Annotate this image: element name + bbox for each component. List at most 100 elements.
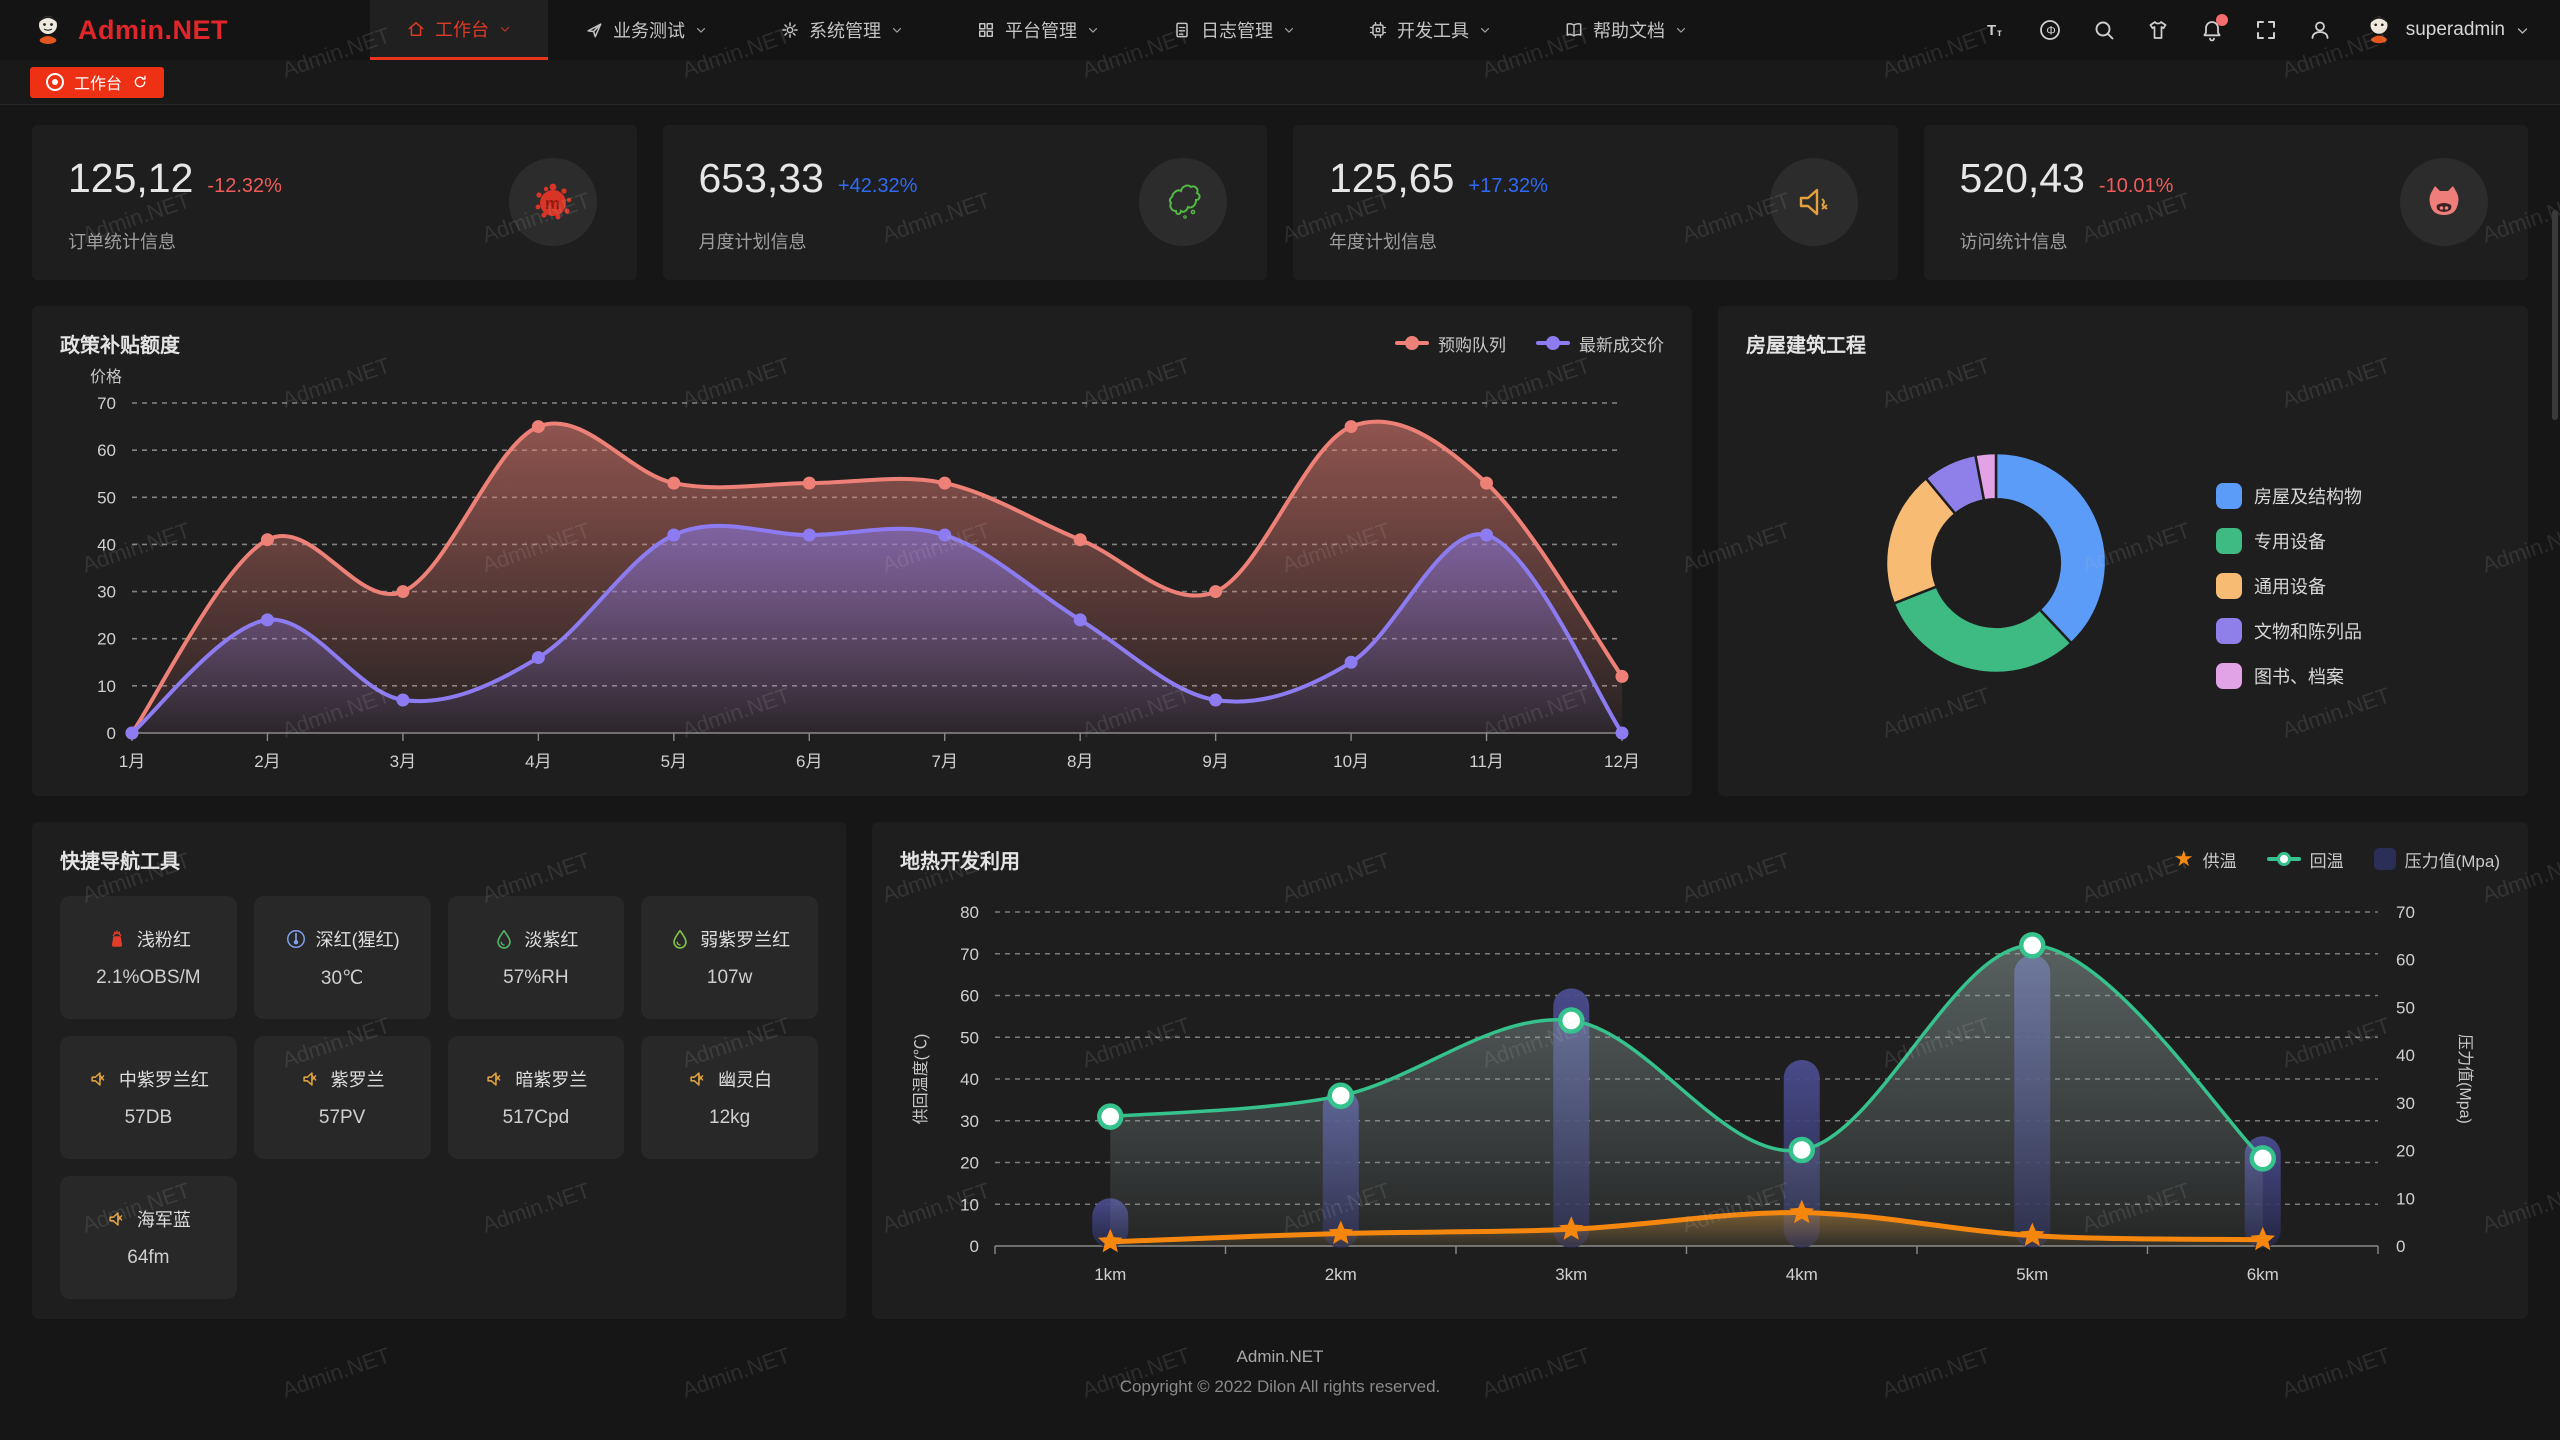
quick-nav-card-9[interactable]: 海军蓝 64fm <box>60 1176 237 1299</box>
legend-label: 回温 <box>2309 851 2344 871</box>
svg-text:0: 0 <box>2396 1237 2405 1256</box>
quick-nav-value: 12kg <box>709 1107 751 1128</box>
quick-nav-value: 30℃ <box>320 967 364 989</box>
legend-item-供温[interactable]: ★ 供温 <box>2174 847 2237 872</box>
svg-text:5km: 5km <box>2016 1265 2048 1284</box>
locale-icon[interactable]: Φ <box>2038 18 2062 42</box>
panel-title-building: 房屋建筑工程 <box>1746 334 1866 357</box>
stat-card-4: 520,43 -10.01% 访问统计信息 <box>1923 125 2528 280</box>
stat-card-2: 653,33 +42.32% 月度计划信息 <box>662 125 1267 280</box>
pie-slice-房屋及结构物[interactable] <box>1994 451 2108 645</box>
pie-slice-专用设备[interactable] <box>1892 584 2074 675</box>
china-map-icon <box>1139 158 1227 246</box>
stat-value: 520,43 -10.01% <box>1960 155 2493 202</box>
svg-text:3月: 3月 <box>390 752 416 771</box>
chevron-down-icon <box>500 26 510 32</box>
mascot-logo-icon <box>39 16 57 44</box>
notification-badge <box>2215 14 2228 26</box>
scrollbar-thumb[interactable] <box>2552 210 2558 420</box>
legend-label: 最新成交价 <box>1579 335 1664 355</box>
quick-nav-card-8[interactable]: 幽灵白 12kg <box>641 1036 818 1159</box>
legend-item-文物和陈列品[interactable]: 文物和陈列品 <box>2216 618 2362 644</box>
svg-text:4月: 4月 <box>525 752 551 771</box>
stat-value: 653,33 +42.32% <box>699 155 1232 202</box>
chevron-down-icon <box>2517 27 2528 34</box>
chevron-down-icon <box>696 27 706 33</box>
quick-nav-card-3[interactable]: 淡紫红 57%RH <box>447 896 625 1019</box>
legend-item-通用设备[interactable]: 通用设备 <box>2216 573 2326 599</box>
tab-1[interactable]: 工作台 <box>30 66 165 98</box>
menu-item-label: 工作台 <box>435 19 489 40</box>
theme-icon[interactable] <box>2146 18 2170 42</box>
main-menu: 工作台 业务测试 系统管理 平台管理 日志管理 开发工具 帮助文档 <box>370 0 1724 60</box>
tab-dot-icon <box>46 73 64 91</box>
speaker-icon <box>109 1212 123 1226</box>
app-logo[interactable]: Admin.NET <box>0 0 370 60</box>
menu-item-label: 业务测试 <box>613 21 685 41</box>
quick-nav-card-6[interactable]: 紫罗兰 57PV <box>253 1036 431 1159</box>
menu-item-1[interactable]: 工作台 <box>370 0 548 60</box>
footer-app-name: Admin.NET <box>1236 1347 1324 1366</box>
svg-text:40: 40 <box>2396 1046 2415 1065</box>
svg-text:0: 0 <box>970 1237 979 1256</box>
quick-nav-card-5[interactable]: 中紫罗兰红 57DB <box>60 1036 237 1159</box>
quick-nav-card-7[interactable]: 暗紫罗兰 517Cpd <box>447 1036 625 1159</box>
chevron-down-icon <box>1676 27 1686 33</box>
svg-text:т: т <box>1997 28 2002 39</box>
menu-item-4[interactable]: 平台管理 <box>940 0 1136 60</box>
main-content: 125,12 -12.32% 订单统计信息 m 653,33 +42.32% 月度计划信息 1… <box>0 105 2560 1397</box>
menu-item-7[interactable]: 帮助文档 <box>1528 0 1724 60</box>
svg-text:图书、档案: 图书、档案 <box>2254 667 2344 687</box>
svg-text:40: 40 <box>97 535 116 554</box>
svg-text:8月: 8月 <box>1067 752 1093 771</box>
quick-nav-card-2[interactable]: 深红(猩红) 30℃ <box>253 896 431 1019</box>
svg-text:Φ: Φ <box>2046 24 2056 38</box>
person-icon[interactable] <box>2308 18 2332 42</box>
menu-item-6[interactable]: 开发工具 <box>1332 0 1528 60</box>
quick-nav-card-4[interactable]: 弱紫罗兰红 107w <box>641 896 818 1019</box>
legend-item-压力值[interactable]: 压力值(Mpa) <box>2373 847 2500 872</box>
chip-icon <box>1369 21 1387 39</box>
svg-text:30: 30 <box>2396 1094 2415 1113</box>
quick-nav-value: 517Cpd <box>502 1107 570 1128</box>
speaker-icon <box>487 1072 501 1086</box>
legend-item-最新成交价[interactable]: 最新成交价 <box>1536 331 1664 356</box>
legend-label: 预购队列 <box>1438 335 1506 355</box>
panel-title-policy: 政策补贴额度 <box>60 334 180 357</box>
legend-square-marker <box>2373 848 2396 870</box>
menu-item-3[interactable]: 系统管理 <box>744 0 940 60</box>
bell-icon[interactable] <box>2200 14 2228 42</box>
quick-nav-label: 中紫罗兰红 <box>118 1070 209 1090</box>
app-title: Admin.NET <box>78 14 228 45</box>
menu-item-5[interactable]: 日志管理 <box>1136 0 1332 60</box>
legend-item-预购队列[interactable]: 预购队列 <box>1395 331 1506 356</box>
legend-item-专用设备[interactable]: 专用设备 <box>2216 528 2326 554</box>
search-icon[interactable] <box>2092 18 2116 42</box>
pie-slice-图书、档案[interactable] <box>1973 451 1998 502</box>
legend-item-图书、档案[interactable]: 图书、档案 <box>2216 663 2344 689</box>
svg-text:4km: 4km <box>1786 1265 1818 1284</box>
panel-policy-subsidy: 政策补贴额度 预购队列 最新成交价 价格 0 10 20 30 40 50 60 70 1月 2月 3月… <box>32 306 1692 796</box>
footer-copyright: Copyright © 2022 Dilon All rights reserv… <box>1119 1377 1441 1396</box>
svg-text:房屋及结构物: 房屋及结构物 <box>2254 487 2362 507</box>
refresh-icon[interactable] <box>132 74 148 90</box>
speaker-icon <box>91 1072 105 1086</box>
menu-item-label: 系统管理 <box>809 21 881 41</box>
legend-item-回温[interactable]: 回温 <box>2266 847 2344 872</box>
svg-text:1月: 1月 <box>119 752 145 771</box>
svg-text:m: m <box>545 194 560 213</box>
menu-item-2[interactable]: 业务测试 <box>548 0 744 60</box>
quick-nav-card-1[interactable]: 浅粉红 2.1%OBS/M <box>60 896 237 1019</box>
legend-item-房屋及结构物[interactable]: 房屋及结构物 <box>2216 483 2362 509</box>
svg-text:60: 60 <box>97 441 116 460</box>
splat-icon: m <box>508 158 597 246</box>
fullscreen-icon[interactable] <box>2254 18 2278 42</box>
svg-text:6月: 6月 <box>796 752 822 771</box>
stat-card-3: 125,65 +17.32% 年度计划信息 <box>1293 125 1898 280</box>
stat-number: 125,12 <box>68 155 194 201</box>
user-menu[interactable]: superadmin <box>2362 13 2530 47</box>
menu-item-label: 平台管理 <box>1005 21 1077 41</box>
user-name: superadmin <box>2405 19 2505 40</box>
